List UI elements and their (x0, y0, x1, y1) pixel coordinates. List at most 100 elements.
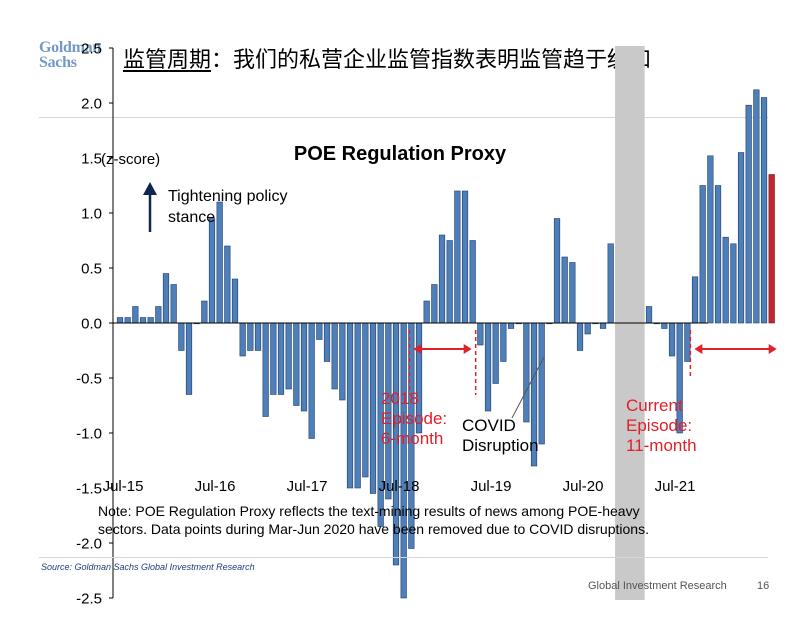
footer-label: Global Investment Research (588, 580, 727, 592)
x-tick-label: Jul-20 (563, 478, 604, 495)
bar (270, 322, 277, 395)
bar (523, 322, 530, 423)
bar (707, 155, 714, 324)
current-episode-label: 11-month (626, 436, 697, 455)
bar (500, 322, 507, 362)
note-line-2: sectors. Data points during Mar-Jun 2020… (98, 521, 649, 537)
bar (339, 322, 346, 401)
bar (691, 276, 699, 324)
covid-label: Disruption (462, 436, 539, 455)
header-divider (39, 117, 768, 118)
bar (293, 322, 300, 406)
bar (300, 322, 308, 412)
goldman-sachs-logo: Goldman Sachs (39, 40, 111, 71)
bar (262, 322, 269, 417)
bar (714, 185, 722, 324)
bar (484, 322, 492, 412)
bar (323, 322, 331, 362)
bar (331, 322, 338, 390)
bar (699, 185, 706, 324)
footer-divider (39, 557, 768, 558)
bar-latest (768, 174, 775, 324)
x-tick-label: Jul-16 (195, 478, 236, 495)
bar (124, 317, 131, 324)
current-episode-label: Current (626, 396, 683, 415)
episode-2018-arrow-right-head-icon (463, 344, 472, 354)
y-axis-label: (z-score) (101, 151, 160, 168)
bar (308, 322, 315, 439)
bar (369, 322, 377, 494)
covid-label: COVID (462, 416, 516, 435)
y-tick-label: 0.0 (81, 316, 102, 333)
bar (316, 322, 323, 340)
bar (438, 234, 446, 324)
bar (354, 322, 361, 489)
bar (170, 284, 177, 324)
bar (362, 322, 369, 478)
bar (147, 317, 154, 324)
bar (760, 97, 768, 324)
bar (285, 322, 292, 390)
bar (584, 322, 591, 335)
bar (224, 245, 231, 324)
bar (178, 322, 185, 351)
y-tick-label: -0.5 (76, 371, 102, 388)
bar (576, 322, 584, 351)
bar (116, 317, 124, 324)
bar (346, 322, 354, 489)
current-episode-label: Episode: (626, 416, 692, 435)
bar (745, 104, 752, 324)
bar (461, 190, 469, 324)
bar (431, 284, 438, 324)
bar (645, 306, 653, 324)
bar (538, 322, 545, 445)
bar (561, 256, 568, 324)
x-tick-label: Jul-21 (655, 478, 696, 495)
bar (492, 322, 499, 384)
page-title-keyword: 监管周期 (123, 48, 212, 73)
page-number: 16 (757, 580, 770, 592)
bar (155, 306, 162, 324)
x-tick-label: Jul-17 (287, 478, 328, 495)
page-title: 监管周期：我们的私营企业监管指数表明监管趋于缓和 (123, 42, 651, 74)
bar (469, 240, 476, 324)
bar (454, 190, 461, 324)
bar (668, 322, 676, 357)
bar (661, 322, 668, 329)
current-episode-arrow-right-head-icon (768, 344, 777, 354)
bar (607, 243, 614, 324)
bar (139, 317, 147, 324)
y-tick-label: 2.0 (81, 96, 102, 113)
bar (423, 300, 430, 324)
bar (277, 322, 285, 395)
episode-2018-arrow-left-head-icon (413, 344, 422, 354)
source-note: Source: Goldman Sachs Global Investment … (41, 562, 255, 572)
page-title-text: ：我们的私营企业监管指数表明监管趋于缓和 (211, 48, 652, 73)
x-tick-label: Jul-18 (379, 478, 420, 495)
bar (569, 262, 576, 324)
chart-title: POE Regulation Proxy (294, 143, 507, 165)
bar (201, 300, 208, 324)
bar (507, 322, 515, 329)
bar (239, 322, 246, 357)
x-tick-label: Jul-19 (471, 478, 512, 495)
tightening-label-line-2: stance (168, 209, 215, 226)
episode-2018-label: 6-month (381, 429, 443, 448)
bar (737, 152, 745, 324)
x-tick-label: Jul-15 (103, 478, 144, 495)
logo-line-sachs: Sachs (39, 54, 77, 71)
bar (753, 89, 760, 324)
note-line-1: Note: POE Regulation Proxy reflects the … (98, 503, 640, 519)
bar (553, 218, 561, 324)
bar (231, 278, 239, 324)
bar (599, 322, 607, 329)
current-episode-arrow-left-head-icon (694, 344, 703, 354)
episode-2018-label: Episode: (381, 409, 447, 428)
bar (162, 273, 170, 324)
tightening-arrow-head-icon (143, 182, 157, 195)
bar (684, 322, 691, 362)
episode-2018-label: 2018 (381, 389, 419, 408)
bar (730, 243, 737, 324)
bar (208, 218, 216, 324)
